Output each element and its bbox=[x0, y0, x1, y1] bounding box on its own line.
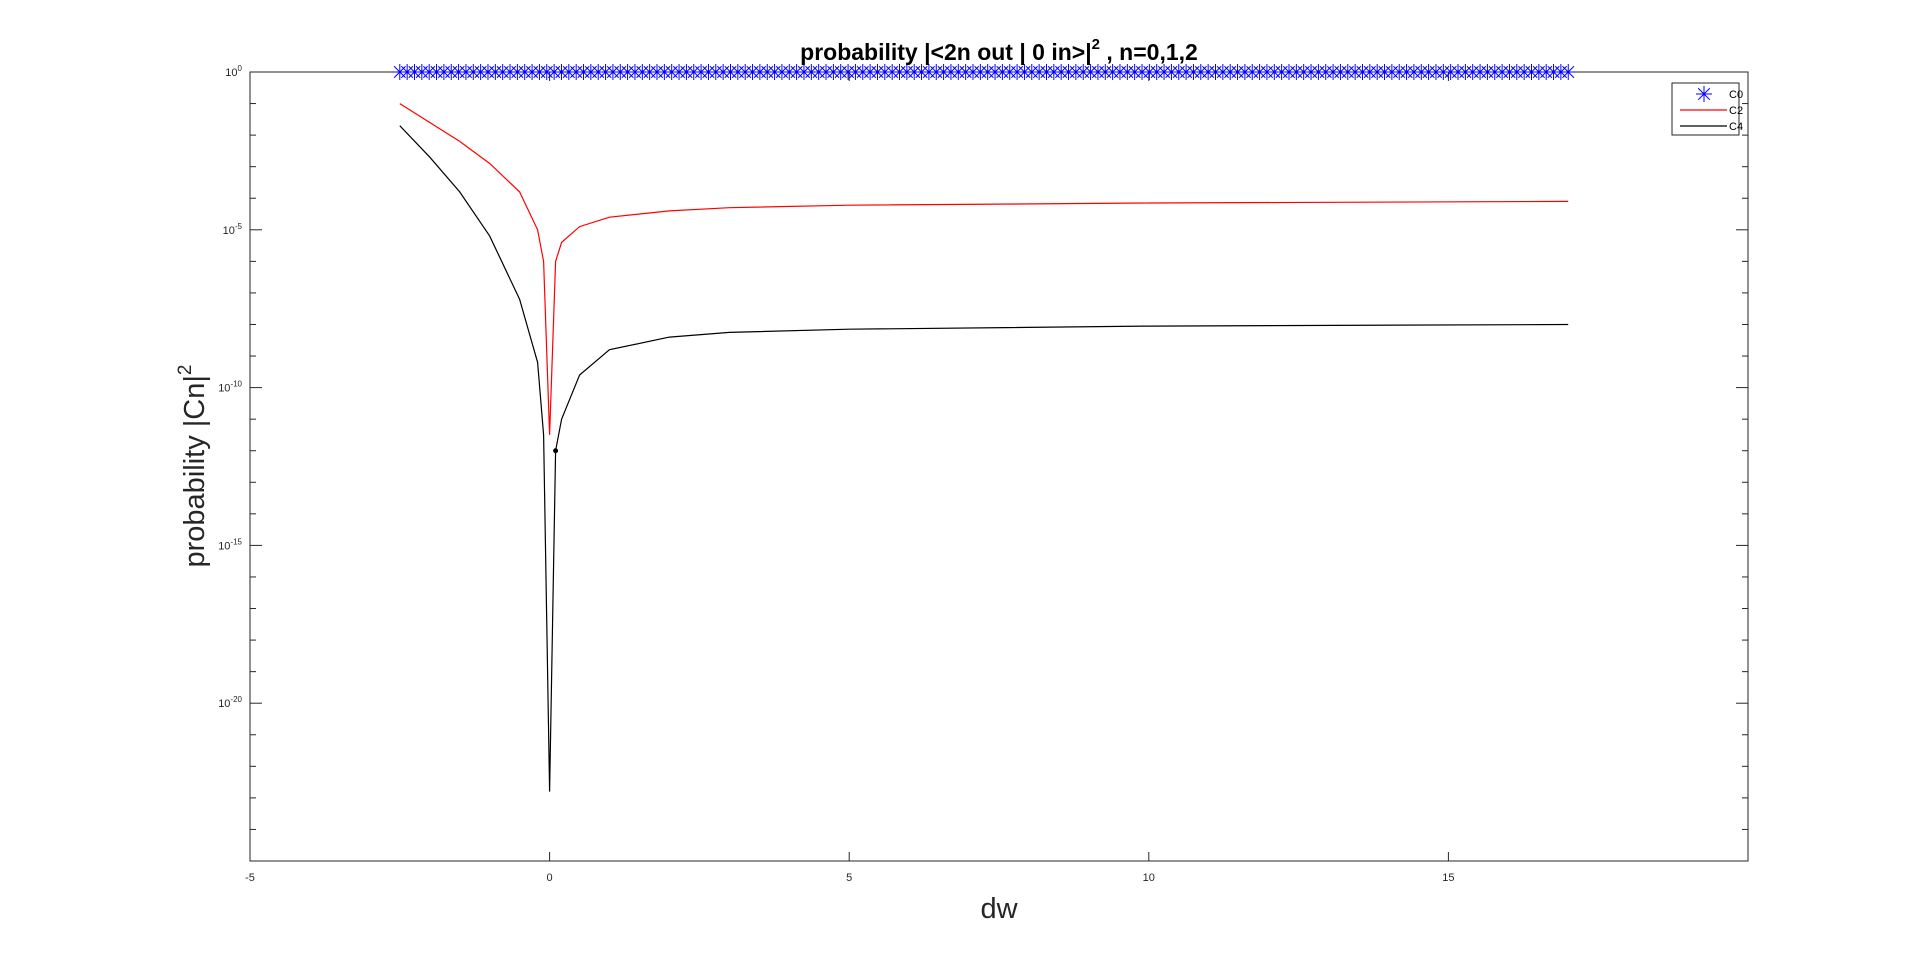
legend: C0 C2 C4 bbox=[1671, 82, 1743, 136]
y-tick-label: 10-15 bbox=[218, 537, 242, 552]
tick-labels: -5 0 5 10 15 100 10-5 10-10 10-15 10-20 bbox=[218, 64, 1454, 884]
y-tick-label: 10-5 bbox=[223, 222, 243, 237]
y-tick-label: 100 bbox=[225, 64, 242, 79]
series-layer bbox=[391, 64, 1577, 792]
legend-c0-marker bbox=[1696, 86, 1712, 102]
c0-marker bbox=[1560, 64, 1577, 80]
y-axis-label: probability |Cn|2 bbox=[175, 365, 211, 568]
legend-label: C0 bbox=[1729, 89, 1743, 101]
series-c2 bbox=[399, 103, 1569, 435]
plot-area bbox=[249, 71, 1749, 862]
y-tick-label: 10-10 bbox=[218, 380, 242, 395]
y-axis-label-sup: 2 bbox=[175, 365, 196, 376]
x-tick-label: 5 bbox=[846, 872, 852, 884]
y-tick-label: 10-20 bbox=[218, 695, 242, 710]
x-axis-label: dw bbox=[980, 893, 1018, 925]
chart-title: probability |<2n out | 0 in>|2 , n=0,1,2 bbox=[800, 36, 1198, 65]
legend-item-c2: C2 bbox=[1680, 105, 1743, 117]
plot-frame bbox=[249, 71, 1749, 862]
x-tick-label: 15 bbox=[1442, 872, 1454, 884]
x-tick-label: 0 bbox=[547, 872, 553, 884]
series-c0 bbox=[391, 64, 1577, 80]
x-tick-label: -5 bbox=[245, 872, 255, 884]
chart-title-main: probability |<2n out | 0 in>| bbox=[800, 39, 1092, 65]
legend-item-c0: C0 bbox=[1696, 86, 1743, 102]
chart-title-sup: 2 bbox=[1092, 36, 1100, 53]
x-tick-label: 10 bbox=[1143, 872, 1155, 884]
legend-label: C4 bbox=[1729, 121, 1743, 133]
y-axis-label-main: probability |Cn| bbox=[179, 375, 211, 567]
series-c2-line bbox=[399, 103, 1569, 435]
legend-label: C2 bbox=[1729, 105, 1743, 117]
c4-point-marker bbox=[553, 448, 559, 454]
legend-item-c4: C4 bbox=[1680, 121, 1743, 133]
chart-title-tail: , n=0,1,2 bbox=[1100, 39, 1198, 65]
